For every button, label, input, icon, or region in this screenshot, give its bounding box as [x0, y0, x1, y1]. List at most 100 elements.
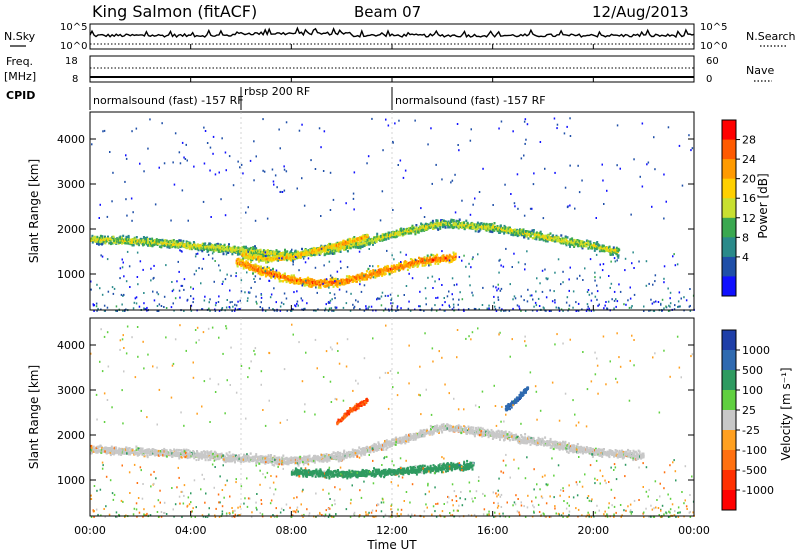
range-cell — [197, 245, 200, 248]
range-cell — [110, 241, 113, 245]
range-cell — [167, 244, 170, 247]
range-cell — [91, 234, 94, 238]
range-cell — [500, 264, 502, 267]
range-cell — [168, 243, 171, 246]
range-cell — [274, 276, 277, 280]
range-cell — [452, 255, 455, 258]
range-cell — [255, 254, 258, 257]
range-cell — [546, 240, 549, 243]
range-cell — [582, 279, 584, 281]
range-cell — [667, 310, 670, 312]
range-cell — [408, 272, 410, 275]
range-cell — [369, 270, 372, 273]
range-cell — [366, 235, 369, 238]
range-cell — [382, 238, 385, 241]
range-cell — [663, 277, 665, 280]
range-cell — [435, 309, 438, 312]
range-cell — [391, 254, 393, 257]
range-cell — [314, 247, 317, 250]
range-cell — [355, 299, 357, 302]
range-cell — [122, 310, 124, 312]
range-cell — [472, 294, 474, 297]
range-cell — [373, 271, 376, 275]
range-cell — [99, 240, 102, 243]
range-cell — [488, 227, 491, 231]
range-cell — [296, 302, 298, 305]
range-cell — [476, 221, 479, 224]
range-cell — [388, 271, 391, 275]
range-cell — [353, 208, 355, 211]
range-cell — [602, 244, 605, 248]
range-cell — [394, 270, 397, 273]
range-cell — [127, 242, 130, 245]
range-cell — [242, 248, 245, 251]
range-cell — [454, 173, 456, 176]
range-cell — [229, 289, 231, 292]
range-cell — [160, 246, 163, 249]
range-cell — [593, 309, 595, 312]
range-cell — [186, 159, 188, 162]
range-cell — [606, 307, 608, 310]
range-cell — [614, 251, 617, 254]
range-cell — [347, 280, 350, 283]
range-cell — [222, 280, 224, 283]
range-cell — [472, 256, 474, 259]
range-cell — [473, 307, 476, 310]
range-cell — [531, 237, 534, 240]
range-cell — [92, 237, 95, 240]
range-cell — [242, 267, 245, 270]
range-cell — [689, 288, 691, 290]
range-cell — [403, 294, 405, 296]
range-cell — [252, 248, 255, 252]
range-cell — [112, 450, 115, 453]
range-cell — [569, 204, 571, 207]
range-cell — [296, 250, 299, 254]
range-cell — [569, 117, 571, 120]
range-cell — [216, 248, 219, 251]
range-cell — [235, 259, 238, 262]
range-cell — [414, 228, 417, 231]
range-cell — [524, 142, 526, 145]
range-cell — [273, 287, 275, 290]
range-cell — [457, 224, 460, 228]
noise-right-tick-hi: 10^5 — [700, 22, 727, 33]
range-cell — [403, 229, 406, 233]
range-cell — [293, 291, 295, 294]
range-cell — [400, 261, 402, 263]
range-cell — [309, 280, 312, 283]
range-cell — [497, 298, 500, 301]
range-cell — [283, 165, 285, 168]
range-cell — [509, 283, 511, 286]
range-cell — [680, 297, 682, 300]
range-cell — [309, 285, 312, 288]
range-cell — [452, 219, 455, 222]
range-cell — [353, 278, 356, 282]
range-cell — [426, 258, 428, 261]
range-cell — [395, 264, 398, 267]
range-cell — [158, 245, 161, 248]
range-cell — [375, 269, 378, 273]
range-cell — [245, 245, 247, 249]
range-cell — [500, 230, 502, 233]
range-cell — [272, 308, 274, 310]
range-cell — [539, 231, 542, 235]
range-cell — [389, 234, 392, 237]
range-cell — [400, 307, 402, 310]
range-cell — [319, 283, 322, 287]
range-cell — [141, 243, 144, 246]
range-cell — [463, 227, 466, 230]
range-cell — [582, 245, 585, 248]
range-cell — [262, 169, 264, 172]
range-cell — [324, 307, 327, 310]
range-cell — [423, 256, 426, 259]
range-cell — [554, 171, 556, 174]
range-cell — [544, 268, 546, 271]
range-cell — [516, 234, 519, 238]
range-cell — [517, 261, 520, 264]
beam-title: Beam 07 — [354, 3, 421, 21]
range-cell — [307, 249, 310, 252]
range-cell — [348, 246, 351, 250]
range-cell — [627, 299, 629, 302]
range-cell — [527, 237, 530, 240]
range-cell — [575, 310, 577, 312]
